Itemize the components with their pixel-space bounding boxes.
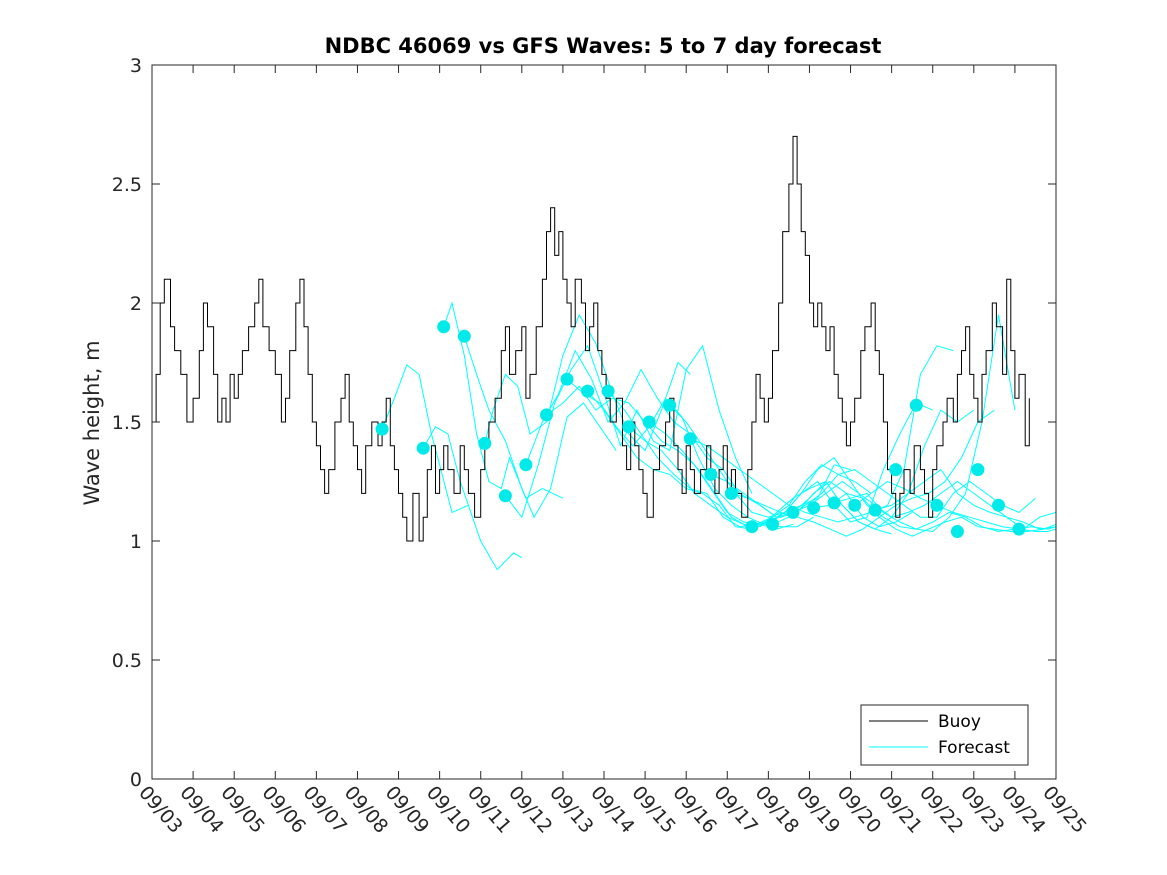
forecast-marker	[889, 463, 903, 477]
forecast-series-line	[772, 469, 1036, 525]
forecast-marker	[745, 520, 759, 534]
forecast-marker	[519, 458, 533, 472]
forecast-marker	[540, 408, 553, 422]
forecast-marker	[683, 432, 697, 446]
buoy-series-line	[152, 135, 1030, 542]
forecast-marker	[950, 525, 964, 538]
forecast-marker	[622, 420, 636, 434]
forecast-series-line	[463, 336, 617, 519]
forecast-marker	[581, 384, 595, 398]
buoy-line-group	[152, 135, 1030, 542]
forecast-markers	[375, 320, 1026, 538]
forecast-lines	[381, 301, 1056, 571]
y-tick-label: 2	[130, 293, 142, 315]
forecast-marker	[909, 398, 923, 412]
forecast-marker	[766, 517, 779, 531]
forecast-marker	[868, 503, 882, 517]
y-tick-label: 0	[130, 769, 142, 791]
forecast-marker	[786, 505, 800, 519]
forecast-marker	[642, 415, 656, 429]
forecast-marker	[437, 320, 451, 334]
forecast-marker	[601, 384, 615, 398]
forecast-marker	[457, 329, 471, 343]
forecast-series-line	[875, 468, 1056, 530]
forecast-series-line	[648, 421, 913, 528]
forecast-marker	[375, 422, 389, 436]
forecast-series-line	[751, 314, 1016, 533]
forecast-marker	[930, 498, 944, 512]
forecast-series-line	[587, 390, 851, 530]
y-tick-label: 1	[130, 531, 142, 553]
legend-buoy-label: Buoy	[938, 712, 981, 732]
forecast-marker	[416, 441, 430, 455]
y-axis-label: Wave height, m	[80, 340, 104, 505]
forecast-series-line	[854, 480, 1056, 532]
y-axis: 0 0.5 1 1.5 2 2.5 3	[112, 55, 1056, 791]
forecast-marker	[1012, 522, 1026, 536]
forecast-marker	[498, 489, 512, 503]
forecast-marker	[560, 372, 574, 386]
forecast-series-line	[381, 364, 469, 514]
forecast-series-line	[607, 390, 872, 528]
forecast-marker	[663, 398, 677, 412]
legend-forecast-label: Forecast	[938, 738, 1010, 758]
forecast-marker	[807, 501, 821, 515]
forecast-series-line	[484, 313, 691, 452]
forecast-marker	[704, 467, 718, 481]
legend-box	[860, 704, 1029, 766]
forecast-series-line	[443, 301, 564, 499]
forecast-marker	[992, 498, 1005, 512]
forecast-marker	[848, 498, 862, 512]
y-tick-label: 3	[130, 55, 142, 77]
y-tick-label: 2.5	[112, 174, 142, 196]
forecast-marker	[827, 496, 841, 510]
forecast-series-line	[422, 426, 523, 571]
chart-title: NDBC 46069 vs GFS Waves: 5 to 7 day fore…	[325, 34, 882, 58]
forecast-series-line	[833, 492, 1056, 533]
y-tick-label: 0.5	[112, 650, 142, 672]
forecast-series-line	[731, 409, 995, 537]
forecast-marker	[971, 463, 985, 477]
forecast-series-line	[690, 345, 954, 523]
forecast-marker	[478, 436, 492, 450]
forecast-marker	[724, 486, 738, 500]
forecast-series-line	[792, 480, 1056, 530]
legend: Buoy Forecast	[860, 704, 1029, 766]
y-tick-label: 1.5	[112, 412, 142, 434]
